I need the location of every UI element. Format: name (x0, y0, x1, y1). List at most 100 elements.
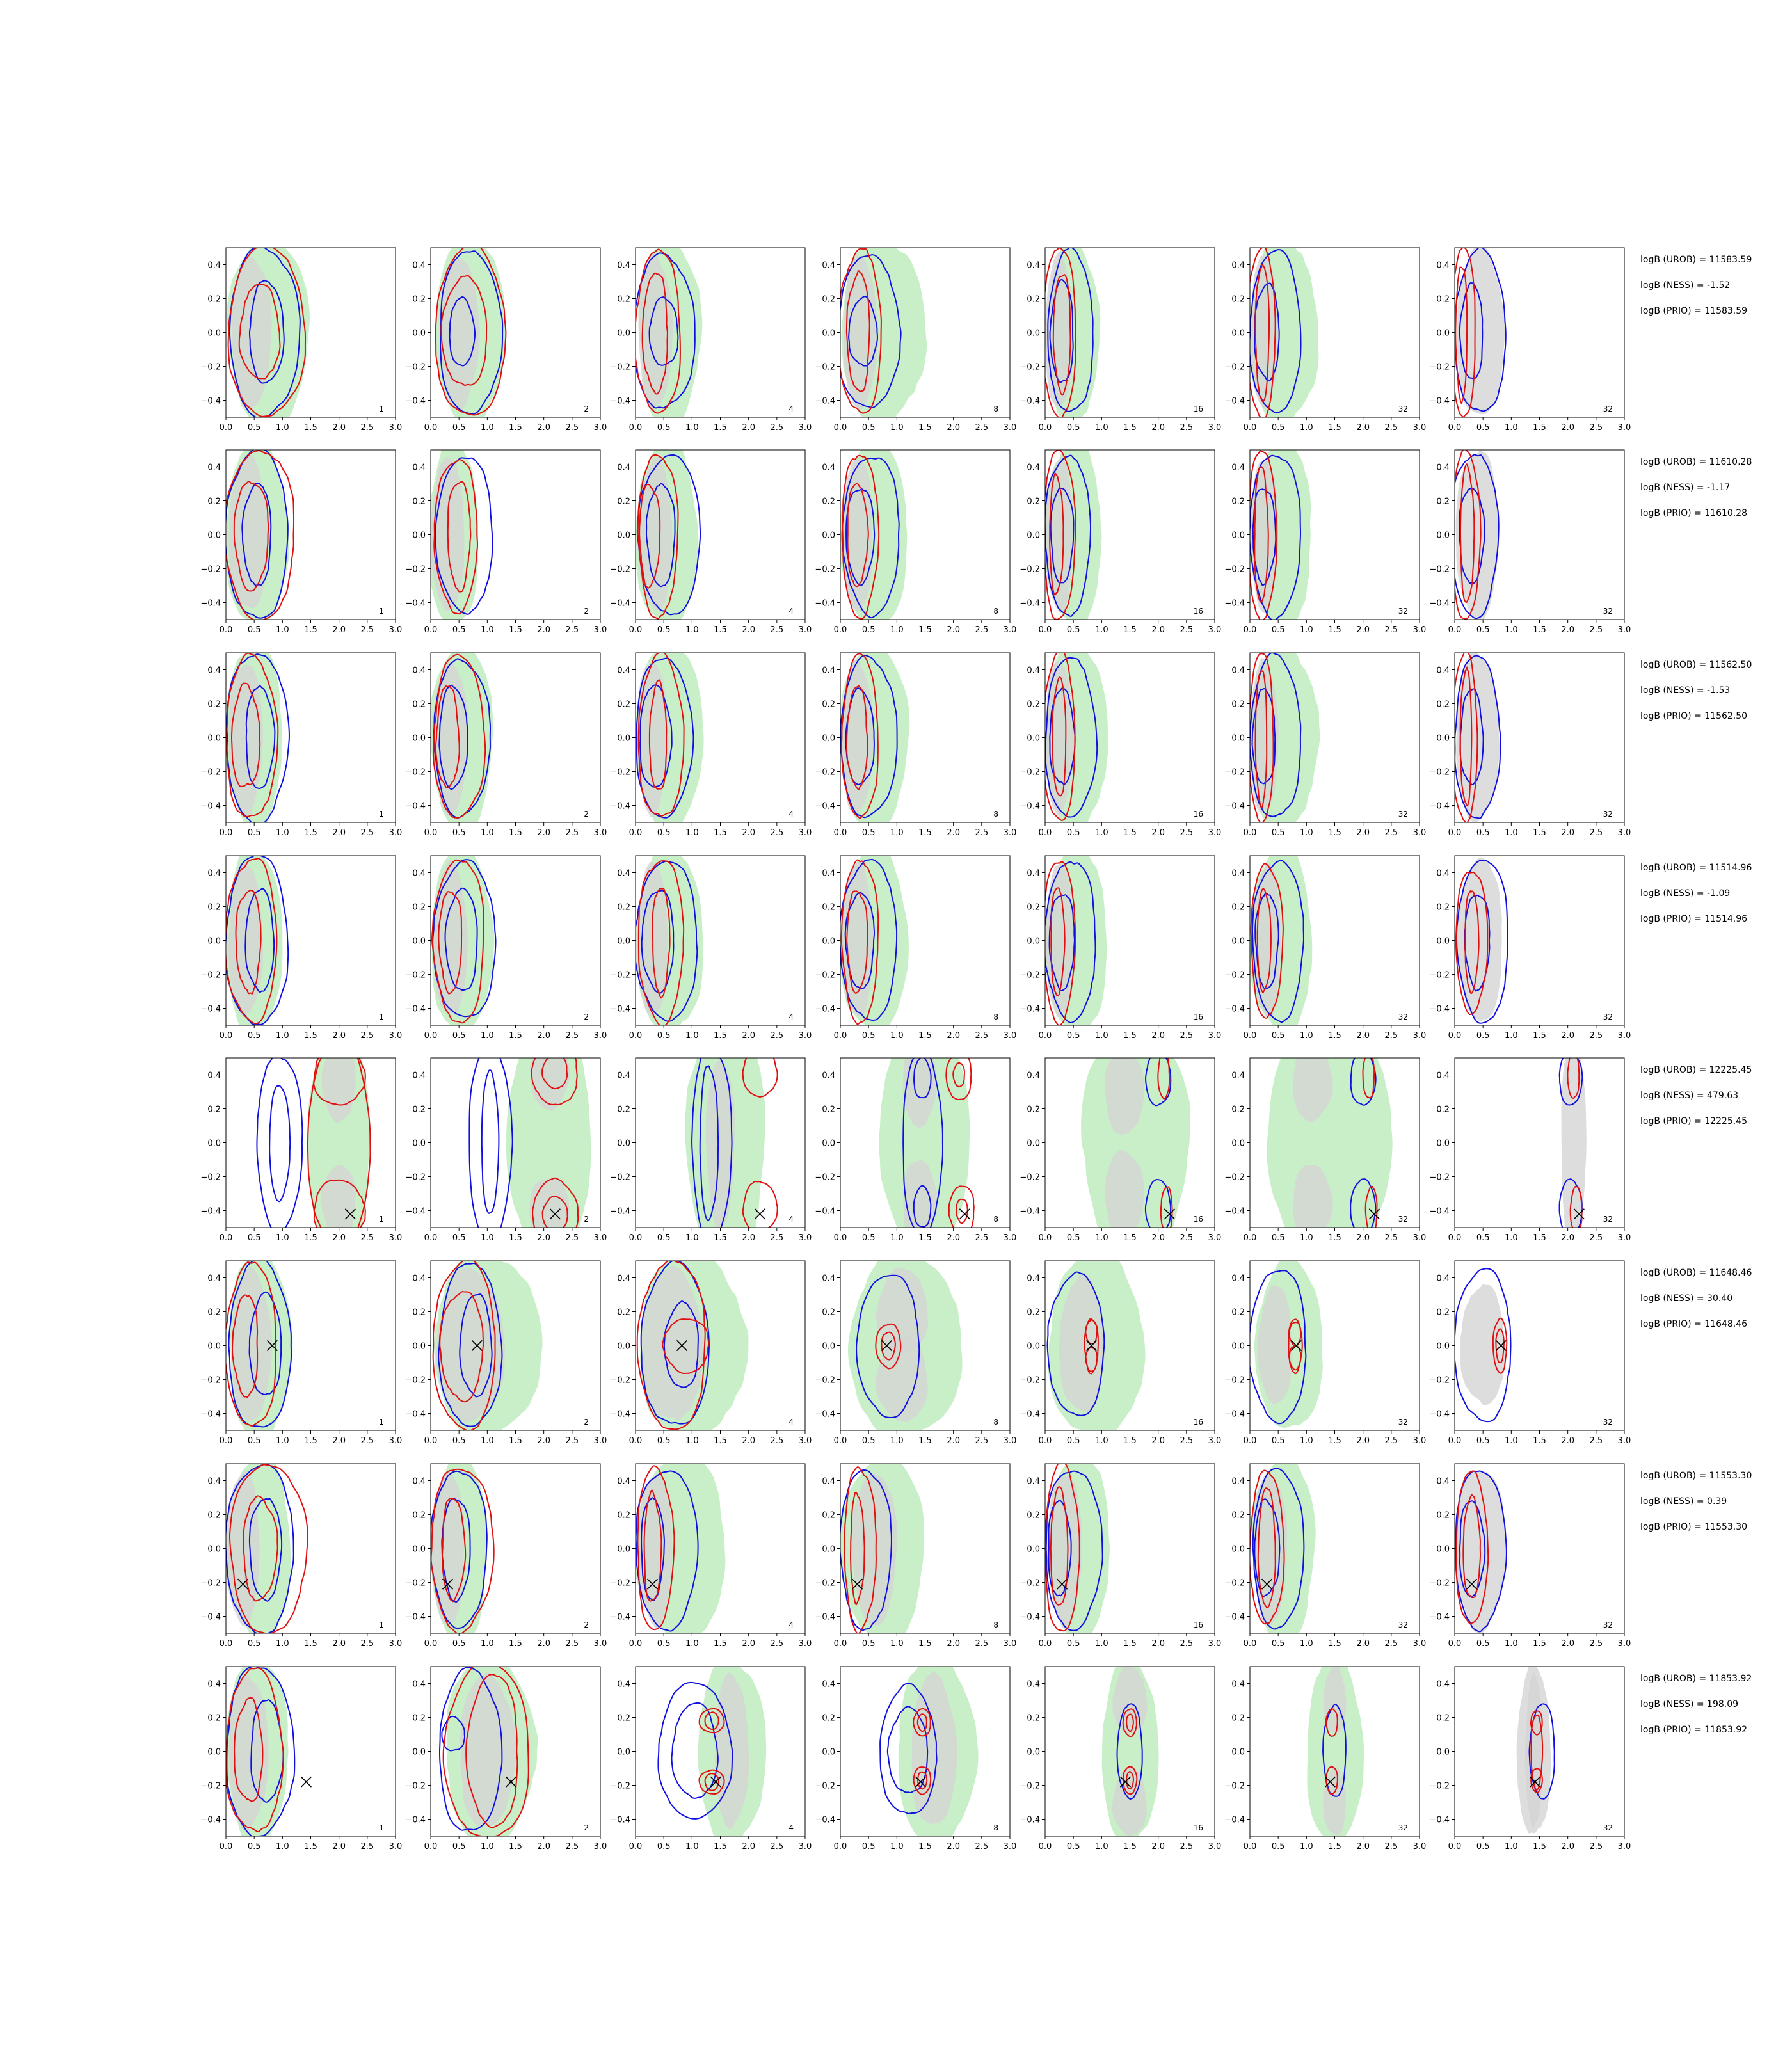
x-tick-label: 1.0 (276, 1233, 289, 1243)
contour-blue (1046, 1271, 1105, 1416)
panel-number-label: 1 (379, 810, 384, 819)
panel-r3-c4: 0.0 0.5 1.0 1.5 2.0 2.5 3.0 −0.4 −0.2 0.0 0.2 0.4 8 (815, 652, 1016, 838)
x-tick-label: 0.5 (452, 828, 466, 838)
y-tick-label: −0.4 (200, 802, 221, 812)
y-tick-label: 0.2 (1436, 903, 1450, 913)
plot-area (1455, 248, 1507, 417)
x-tick-label: 2.0 (742, 828, 755, 838)
y-tick-label: 0.2 (617, 1714, 630, 1724)
target-marker (442, 1578, 454, 1590)
contour-red (438, 891, 463, 995)
panel-number-label: 16 (1194, 607, 1203, 616)
y-tick-label: 0.0 (617, 1748, 630, 1757)
x-tick-label: 0.0 (1244, 1436, 1257, 1446)
x-tick-label: 0.0 (220, 1639, 233, 1649)
target-marker (1573, 1208, 1585, 1220)
x-tick-label: 2.5 (1589, 828, 1603, 838)
y-tick-label: 0.0 (822, 531, 835, 541)
contour-red (431, 1468, 495, 1633)
x-tick-label: 2.0 (947, 423, 960, 433)
contour-red (1045, 653, 1076, 821)
target-marker (471, 1340, 483, 1352)
x-tick-label: 0.0 (1448, 1842, 1462, 1852)
y-tick-label: 0.2 (1436, 1511, 1450, 1521)
y-tick-label: −0.2 (815, 363, 835, 372)
y-tick-label: −0.4 (405, 599, 426, 609)
y-tick-label: 0.0 (822, 329, 835, 339)
x-tick-label: 0.5 (248, 1031, 261, 1041)
x-tick-label: 3.0 (1413, 1436, 1427, 1446)
panel-r6-c5: 0.0 0.5 1.0 1.5 2.0 2.5 3.0 −0.4 −0.2 0.0 0.2 0.4 16 (1020, 1260, 1221, 1446)
y-tick-label: 0.2 (617, 1105, 630, 1115)
contour-blue (663, 1300, 699, 1388)
y-tick-label: 0.4 (412, 463, 426, 473)
x-tick-label: 2.0 (537, 1233, 550, 1243)
y-tick-label: −0.4 (1020, 1613, 1040, 1622)
x-tick-label: 1.5 (304, 828, 317, 838)
x-tick-label: 2.0 (1356, 1436, 1370, 1446)
y-tick-label: 0.0 (412, 937, 426, 947)
plot-area (636, 856, 703, 1025)
contour-red (875, 1323, 902, 1370)
y-tick-label: 0.0 (822, 1545, 835, 1555)
x-tick-label: 0.0 (834, 1233, 847, 1243)
x-tick-label: 0.5 (1067, 625, 1080, 635)
panel-number-label: 1 (379, 1418, 384, 1427)
y-tick-label: 0.2 (1027, 1511, 1040, 1521)
target-marker (266, 1340, 278, 1352)
panel-r1-c3: 0.0 0.5 1.0 1.5 2.0 2.5 3.0 −0.4 −0.2 0.0 0.2 0.4 4 (610, 247, 812, 433)
y-tick-label: 0.0 (617, 1545, 630, 1555)
x-tick-label: 2.5 (1180, 625, 1193, 635)
y-tick-label: −0.2 (200, 565, 221, 575)
x-tick-label: 1.5 (304, 625, 317, 635)
x-tick-label: 2.5 (1384, 423, 1398, 433)
plot-area (879, 1667, 979, 1836)
y-tick-label: −0.4 (1020, 599, 1040, 609)
panel-r8-c7: 0.0 0.5 1.0 1.5 2.0 2.5 3.0 −0.4 −0.2 0.0 0.2 0.4 32 (1429, 1666, 1631, 1852)
y-tick-label: −0.2 (200, 971, 221, 980)
x-tick-label: 0.0 (1448, 1031, 1462, 1041)
panel-r4-c5: 0.0 0.5 1.0 1.5 2.0 2.5 3.0 −0.4 −0.2 0.0 0.2 0.4 16 (1020, 855, 1221, 1041)
plot-area (840, 1464, 925, 1633)
x-tick-label: 1.0 (1505, 1233, 1518, 1243)
contour-red (439, 1291, 484, 1403)
contour-blue (845, 687, 875, 786)
panel-number-label: 8 (993, 1418, 998, 1427)
panel-number-label: 8 (993, 810, 998, 819)
x-tick-label: 0.5 (1476, 1233, 1490, 1243)
x-tick-label: 2.5 (770, 1031, 783, 1041)
x-tick-label: 1.0 (1505, 625, 1518, 635)
y-tick-label: −0.2 (1224, 1782, 1245, 1791)
contour-red (1122, 1708, 1137, 1738)
x-tick-label: 3.0 (389, 1233, 403, 1243)
x-tick-label: 2.0 (537, 1842, 550, 1852)
density-region-grey (902, 1058, 937, 1128)
x-tick-label: 2.5 (770, 828, 783, 838)
y-tick-label: 0.0 (207, 329, 221, 339)
contour-red (704, 1772, 720, 1791)
log-evidence-label: logB (NESS) = -1.09 (1640, 888, 1731, 899)
contour-red (636, 1261, 706, 1430)
contour-blue (444, 887, 478, 991)
x-tick-label: 2.5 (770, 423, 783, 433)
x-tick-label: 0.5 (452, 1842, 466, 1852)
x-tick-label: 2.5 (1589, 423, 1603, 433)
plot-area (1081, 1058, 1191, 1228)
x-tick-label: 0.5 (657, 423, 671, 433)
x-tick-label: 0.5 (1067, 1842, 1080, 1852)
y-tick-label: 0.2 (207, 700, 221, 710)
x-tick-label: 2.0 (537, 625, 550, 635)
plot-area (1455, 1470, 1507, 1633)
x-tick-label: 2.0 (537, 828, 550, 838)
x-tick-label: 2.5 (1180, 828, 1193, 838)
plot-area (226, 1667, 312, 1836)
y-tick-label: −0.4 (405, 802, 426, 812)
x-tick-label: 0.0 (629, 1842, 643, 1852)
contour-red (1455, 653, 1478, 822)
x-tick-label: 1.0 (1300, 423, 1313, 433)
x-tick-label: 1.0 (1095, 1031, 1108, 1041)
contour-blue (431, 1470, 488, 1629)
x-tick-label: 1.0 (276, 828, 289, 838)
x-tick-label: 2.5 (565, 1436, 579, 1446)
x-tick-label: 1.5 (1328, 1436, 1341, 1446)
